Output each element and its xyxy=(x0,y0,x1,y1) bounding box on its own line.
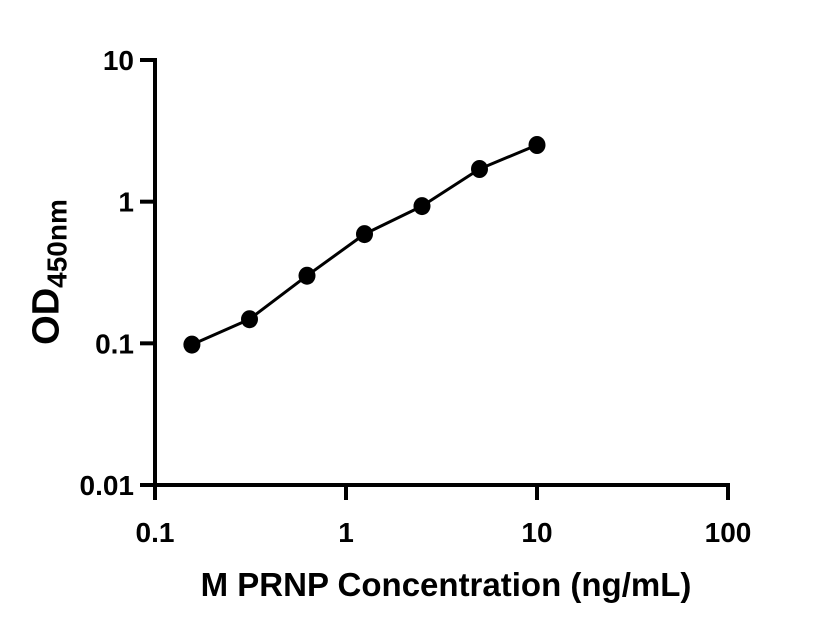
data-point-marker xyxy=(471,160,488,178)
y-axis-title-main: OD xyxy=(25,287,68,345)
x-tick-label: 1 xyxy=(338,517,354,548)
x-axis-title: M PRNP Concentration (ng/mL) xyxy=(200,566,692,603)
data-point-marker xyxy=(298,266,316,285)
x-tick-label: 100 xyxy=(705,517,752,548)
data-point-marker xyxy=(356,225,373,244)
data-point-marker xyxy=(183,335,201,354)
data-point-marker xyxy=(413,197,431,216)
x-tick-label: 0.1 xyxy=(136,517,175,548)
data-point-marker xyxy=(528,136,546,154)
y-tick-label: 0.01 xyxy=(80,470,135,501)
y-tick-label: 1 xyxy=(118,187,134,218)
x-tick-label: 10 xyxy=(521,517,552,548)
data-point-marker xyxy=(241,310,258,329)
axis-spine xyxy=(153,58,730,487)
y-tick-label: 10 xyxy=(103,45,134,76)
y-axis-title-subscript: 450nm xyxy=(41,199,73,288)
y-tick-label: 0.1 xyxy=(95,328,134,359)
y-axis-title: OD450nm xyxy=(25,199,73,345)
